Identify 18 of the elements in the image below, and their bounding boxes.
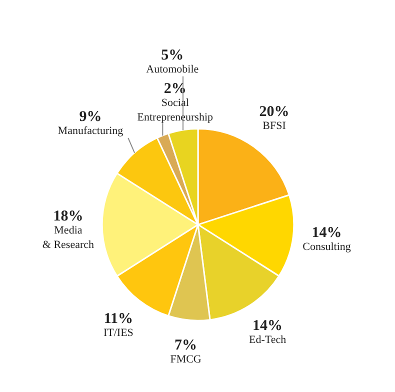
slice-label: Ed-Tech bbox=[248, 334, 287, 346]
data-label: 7% bbox=[174, 338, 198, 354]
data-label: 18% bbox=[53, 208, 84, 225]
slice-label: Media & Research bbox=[42, 224, 95, 252]
slice-label: BFSI bbox=[262, 120, 286, 132]
slice-label: FMCG bbox=[170, 354, 202, 366]
data-label: 14% bbox=[312, 224, 342, 241]
slice-label: Automobile bbox=[146, 63, 199, 76]
data-label: 11% bbox=[104, 311, 134, 328]
data-label: 20% bbox=[259, 104, 290, 120]
data-label: 9% bbox=[79, 109, 102, 126]
data-label: 5% bbox=[161, 47, 184, 64]
slice-label: IT/IES bbox=[103, 327, 134, 340]
slice-label: Social Entrepreneurship bbox=[137, 97, 214, 124]
slice-label: Manufacturing bbox=[58, 125, 124, 138]
slice-label: Consulting bbox=[302, 240, 352, 253]
data-label: 14% bbox=[252, 318, 283, 334]
data-label: 2% bbox=[164, 81, 186, 98]
